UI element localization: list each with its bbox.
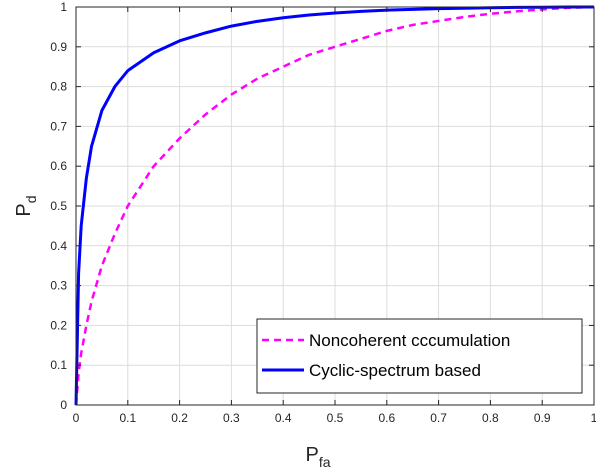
y-axis-label: Pd — [13, 195, 39, 216]
x-tick-label: 0.1 — [119, 411, 136, 425]
y-tick-label: 1 — [60, 0, 67, 14]
x-tick-label: 0.8 — [482, 411, 499, 425]
x-tick-label: 0.4 — [275, 411, 292, 425]
tick-labels: 0 0.1 0.2 0.3 0.4 0.5 0.6 0.7 0.8 0.9 1 0 0.1 0.2 0.3 0… — [50, 0, 596, 425]
x-tick-label: 0.3 — [223, 411, 240, 425]
x-tick-label: 0.5 — [327, 411, 344, 425]
x-axis-label-main: P — [305, 444, 318, 466]
x-axis-label: Pfa — [305, 444, 330, 470]
x-tick-label: 0 — [73, 411, 80, 425]
y-axis-label-sub: d — [23, 195, 39, 203]
legend-box — [256, 318, 583, 394]
axis-ticks — [75, 6, 595, 406]
legend-label-noncoherent: Noncoherent cccumulation — [309, 331, 510, 350]
series-line-noncoherent — [74, 5, 595, 406]
y-tick-label: 0.7 — [50, 119, 67, 133]
series-line-cyclic-spectrum — [74, 5, 594, 406]
x-tick-label: 0.2 — [171, 411, 188, 425]
legend-label-cyclic: Cyclic-spectrum based — [309, 361, 481, 380]
y-tick-label: 0.5 — [50, 199, 67, 213]
y-tick-label: 0.9 — [50, 40, 67, 54]
x-tick-label: 0.6 — [378, 411, 395, 425]
x-axis-label-sub: fa — [319, 454, 331, 470]
series-layer — [74, 5, 595, 406]
y-tick-label: 0.6 — [50, 159, 67, 173]
x-tick-label: 0.9 — [534, 411, 551, 425]
x-tick-label: 0.7 — [430, 411, 447, 425]
y-tick-label: 0 — [60, 398, 67, 412]
y-tick-label: 0.1 — [50, 358, 67, 372]
y-tick-label: 0.4 — [50, 239, 67, 253]
legend: Noncoherent cccumulation Cyclic-spectrum… — [256, 318, 583, 394]
y-axis-label-main: P — [13, 203, 35, 216]
y-tick-label: 0.8 — [50, 80, 67, 94]
y-tick-label: 0.3 — [50, 279, 67, 293]
y-tick-label: 0.2 — [50, 318, 67, 332]
x-tick-label: 1 — [591, 411, 596, 425]
